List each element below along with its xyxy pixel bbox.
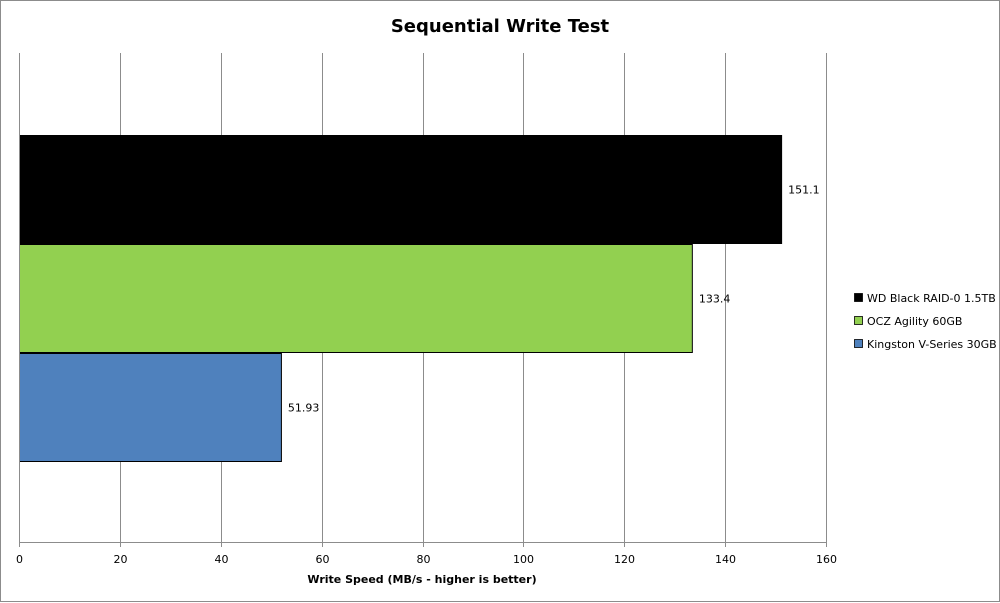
- data-label: 133.4: [699, 293, 731, 306]
- x-axis-label: Write Speed (MB/s - higher is better): [307, 573, 536, 586]
- x-tick-label: 20: [114, 553, 128, 566]
- bar-2: [19, 244, 693, 353]
- x-tick-label: 160: [816, 553, 837, 566]
- bar-3: [19, 353, 282, 462]
- bars: [19, 135, 783, 462]
- data-labels: 151.1 133.4 51.93: [288, 184, 820, 415]
- chart-title: Sequential Write Test: [391, 16, 610, 37]
- data-label: 51.93: [288, 402, 320, 415]
- legend-swatch: [854, 316, 863, 325]
- x-tick-label: 60: [316, 553, 330, 566]
- x-tick-label: 80: [417, 553, 431, 566]
- axes: 0 20 40 60 80 100 120 140 160: [16, 53, 837, 566]
- x-tick-label: 0: [16, 553, 23, 566]
- legend-item-label: WD Black RAID-0 1.5TB: [867, 292, 996, 305]
- x-tick-label: 100: [513, 553, 534, 566]
- legend: WD Black RAID-0 1.5TB OCZ Agility 60GB Kin…: [854, 292, 997, 351]
- legend-item-label: Kingston V-Series 30GB: [867, 338, 997, 351]
- legend-swatch: [854, 293, 863, 302]
- x-tick-label: 40: [215, 553, 229, 566]
- bar-1: [19, 135, 783, 244]
- legend-swatch: [854, 339, 863, 348]
- x-tick-label: 120: [614, 553, 635, 566]
- data-label: 151.1: [788, 184, 820, 197]
- legend-item-label: OCZ Agility 60GB: [867, 315, 962, 328]
- x-tick-label: 140: [715, 553, 736, 566]
